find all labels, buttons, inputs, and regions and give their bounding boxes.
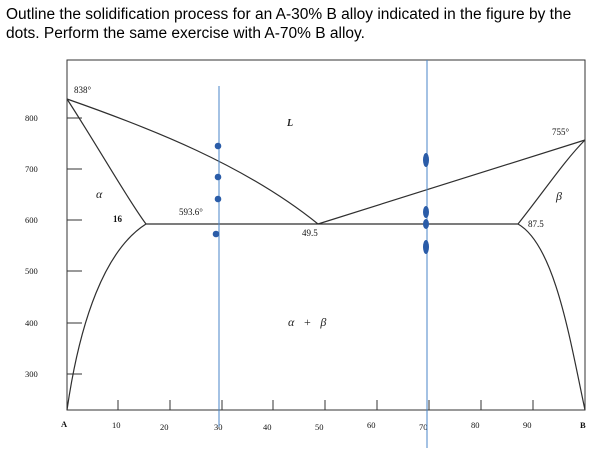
question-line-1: Outline the solidification process for a… <box>6 6 572 23</box>
alloy-30-dots <box>212 142 222 238</box>
x-tick-50: 50 <box>315 422 324 432</box>
dot-70-3 <box>423 219 429 229</box>
x-tick-90: 90 <box>523 420 532 430</box>
y-axis-ticks <box>67 117 82 375</box>
x-axis-ticks <box>117 400 534 410</box>
x-tick-80: 80 <box>471 420 480 430</box>
y-tick-400: 400 <box>25 318 38 328</box>
question-line-2: dots. Perform the same exercise with A-7… <box>6 25 365 42</box>
x-tick-40: 40 <box>263 422 272 432</box>
beta-solidus <box>517 139 586 225</box>
y-tick-500: 500 <box>25 266 38 276</box>
dot-30-2 <box>214 173 222 181</box>
eutectic-composition: 49.5 <box>302 228 318 238</box>
dot-70-4 <box>423 240 429 254</box>
x-label-a: A <box>61 419 68 429</box>
melting-point-b: 755° <box>552 127 570 137</box>
question-text: Outline the solidification process for a… <box>6 5 610 43</box>
x-tick-10: 10 <box>112 420 121 430</box>
phase-label-alpha: α <box>96 187 103 201</box>
y-tick-800: 800 <box>25 113 38 123</box>
dot-30-1 <box>214 142 222 150</box>
melting-point-a: 838° <box>74 85 92 95</box>
y-tick-600: 600 <box>25 215 38 225</box>
beta-max-solubility: 87.5 <box>528 219 544 229</box>
x-tick-20: 20 <box>160 422 169 432</box>
dot-70-1 <box>423 153 429 167</box>
liquidus-right <box>317 139 586 225</box>
dot-30-3 <box>214 195 222 203</box>
x-label-b: B <box>580 420 586 430</box>
alpha-max-solubility: 16 <box>113 214 123 224</box>
alpha-solidus <box>66 98 147 225</box>
x-tick-30: 30 <box>214 422 223 432</box>
x-tick-60: 60 <box>367 420 376 430</box>
y-tick-300: 300 <box>25 369 38 379</box>
eutectic-temperature: 593.6° <box>179 207 203 217</box>
dot-30-4 <box>212 230 220 238</box>
phase-label-alpha-beta: α + β <box>288 315 326 329</box>
phase-boundaries <box>66 98 586 411</box>
alloy-70-dots <box>423 153 429 254</box>
y-tick-700: 700 <box>25 164 38 174</box>
dot-70-2 <box>423 206 429 218</box>
phase-label-beta: β <box>555 189 562 203</box>
liquidus-left <box>66 98 319 225</box>
x-tick-70: 70 <box>419 422 428 432</box>
plot-frame <box>66 59 586 411</box>
phase-label-liquid: L <box>286 118 293 129</box>
alpha-solvus <box>66 223 147 411</box>
beta-solvus <box>517 223 586 411</box>
